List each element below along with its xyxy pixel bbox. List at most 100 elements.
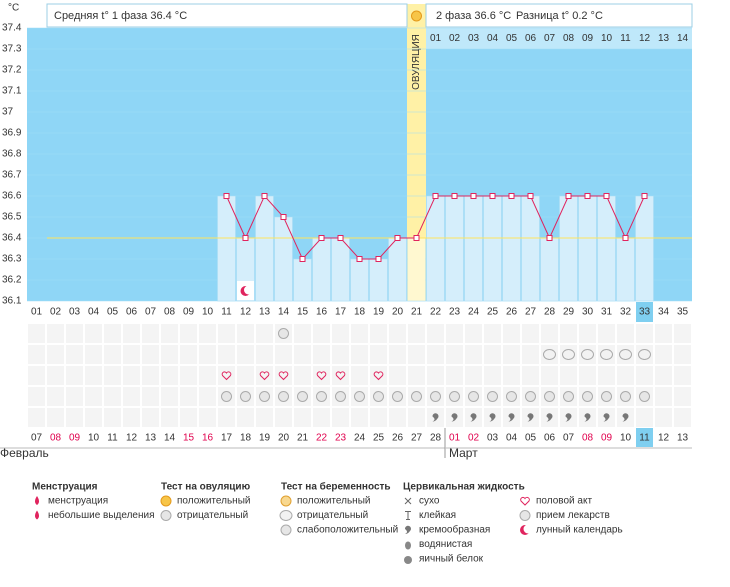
event-cell: [674, 324, 691, 343]
date-label: 24: [354, 433, 366, 444]
x-tick-label: 24: [468, 307, 480, 318]
x-tick-label: 32: [620, 307, 632, 318]
temperature-bar: [540, 237, 559, 302]
event-cell: [104, 366, 121, 385]
date-label: 03: [487, 433, 499, 444]
date-label: 14: [164, 433, 176, 444]
y-tick-label: 36.4: [2, 233, 22, 244]
event-cell: [408, 345, 425, 364]
date-label: 07: [563, 433, 575, 444]
event-cell: [389, 366, 406, 385]
date-label: 28: [430, 433, 442, 444]
event-cell: [389, 345, 406, 364]
legend-title: Тест на беременность: [281, 481, 391, 493]
temperature-bar: [426, 195, 445, 302]
legend-icon: [35, 510, 39, 520]
y-tick-label: 36.1: [2, 296, 22, 307]
highlight-cell: [636, 302, 653, 322]
legend-title: Цервикальная жидкость: [403, 482, 525, 493]
event-cell: [389, 408, 406, 427]
temperature-bar: [464, 195, 483, 302]
event-cell: [199, 324, 216, 343]
x-tick-label: 15: [297, 307, 309, 318]
event-cell: [446, 324, 463, 343]
event-cell: [123, 387, 140, 406]
temperature-point: [356, 256, 363, 262]
x-tick-label: 34: [658, 307, 670, 318]
event-cell: [408, 408, 425, 427]
event-icon-shape: [525, 391, 536, 402]
legend-icon: [519, 510, 531, 521]
date-label: 08: [582, 433, 594, 444]
legend-icon: [405, 511, 411, 520]
y-tick-label: 36.5: [2, 212, 22, 223]
event-icon-shape: [278, 391, 289, 402]
temperature-bar: [559, 195, 578, 302]
temperature-point: [527, 193, 534, 199]
event-cell: [180, 324, 197, 343]
legend-item: слабоположительный: [297, 524, 398, 536]
event-cell: [427, 324, 444, 343]
event-cell: [522, 345, 539, 364]
event-cell: [104, 387, 121, 406]
event-icon-shape: [565, 413, 572, 422]
event-cell: [199, 387, 216, 406]
x-tick-label: 02: [50, 307, 62, 318]
x-tick-label: 12: [240, 307, 252, 318]
event-cell: [332, 345, 349, 364]
event-cell: [313, 366, 330, 385]
event-cell: [655, 345, 672, 364]
date-label: 20: [278, 433, 290, 444]
event-icon-shape: [489, 413, 496, 422]
event-cell: [351, 408, 368, 427]
event-icon-shape: [546, 413, 553, 422]
event-cell: [275, 345, 292, 364]
temperature-point: [337, 235, 344, 241]
y-tick-label: 36.9: [2, 128, 22, 139]
temperature-point: [508, 193, 515, 199]
event-cell: [617, 366, 634, 385]
x-tick-label: 20: [392, 307, 404, 318]
legend-item: кремообразная: [419, 524, 490, 536]
event-cell: [332, 324, 349, 343]
x-tick-label: 25: [487, 307, 499, 318]
event-cell: [180, 345, 197, 364]
event-cell: [47, 345, 64, 364]
date-label: 25: [373, 433, 385, 444]
date-label: 13: [677, 433, 689, 444]
legend-item: небольшие выделения: [48, 509, 155, 521]
event-icon-shape: [506, 391, 517, 402]
legend-item: менструация: [48, 496, 108, 507]
phase2-day: 03: [468, 33, 480, 44]
event-cell: [674, 366, 691, 385]
event-icon-shape: [620, 391, 631, 402]
event-cell: [28, 345, 45, 364]
event-cell: [180, 366, 197, 385]
temperature-bar: [293, 258, 312, 302]
header-phase2: 2 фаза 36.6 °C: [436, 10, 511, 22]
event-cell: [636, 324, 653, 343]
event-icon-shape: [221, 391, 232, 402]
date-label: 16: [202, 433, 214, 444]
event-icon-shape: [373, 391, 384, 402]
phase2-day: 01: [430, 33, 442, 44]
event-cell: [104, 345, 121, 364]
event-cell: [66, 366, 83, 385]
phase2-day: 04: [487, 33, 499, 44]
x-tick-label: 22: [430, 307, 442, 318]
event-cell: [161, 366, 178, 385]
temperature-bar: [369, 258, 388, 302]
legend-item: сухо: [419, 496, 440, 507]
x-tick-label: 19: [373, 307, 385, 318]
event-icon-shape: [449, 391, 460, 402]
date-label: 01: [449, 433, 461, 444]
event-cell: [674, 387, 691, 406]
moon-cut: [244, 285, 253, 295]
y-tick-label: 37.4: [2, 23, 22, 34]
event-cell: [199, 366, 216, 385]
event-cell: [28, 366, 45, 385]
highlight-cell: [636, 428, 653, 447]
x-tick-label: 31: [601, 307, 613, 318]
event-cell: [427, 345, 444, 364]
y-tick-label: 36.2: [2, 275, 22, 286]
